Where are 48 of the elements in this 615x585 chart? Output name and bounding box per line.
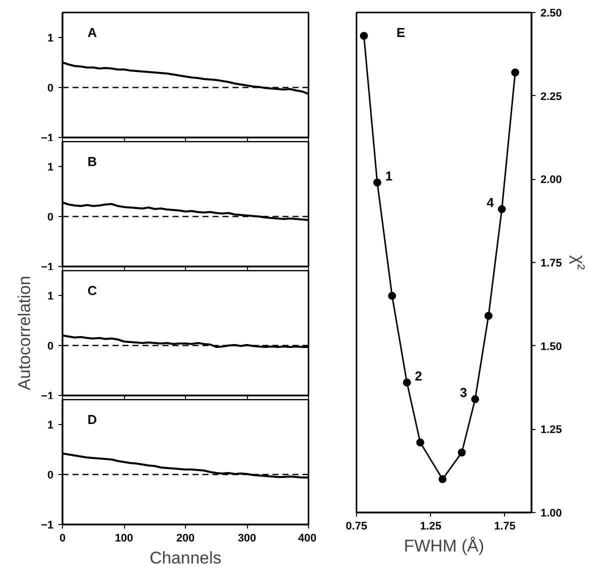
x-axis-title: Channels (150, 548, 222, 568)
point (388, 292, 396, 300)
point (360, 32, 368, 40)
y-tick-label: −1 (40, 520, 54, 532)
x-axis-title: FWHM (Å) (404, 536, 484, 556)
x-tick-label: 100 (114, 532, 134, 544)
annotation: B (88, 154, 97, 169)
annotation: D (88, 412, 97, 427)
annotation: 1 (385, 168, 392, 184)
y-tick-label: 0 (47, 340, 54, 352)
annotation: 3 (460, 385, 468, 400)
y-tick-label: 2.25 (540, 90, 562, 103)
annotation: A (88, 25, 98, 40)
point (471, 395, 480, 404)
y-tick-label: 1.50 (540, 340, 562, 353)
y-tick-label: 0 (47, 212, 54, 224)
y-tick-label: 1 (47, 162, 54, 174)
y-tick-label: 1.75 (540, 258, 562, 270)
annotation: E (396, 25, 406, 40)
x-tick-label: 0.75 (346, 520, 368, 532)
x-tick-label: 1.25 (420, 520, 442, 532)
x-tick-label: 0 (59, 532, 66, 544)
point (458, 448, 466, 456)
y-axis-title: Autocorrelation (14, 276, 34, 390)
point (511, 68, 520, 76)
x-tick-label: 400 (298, 532, 317, 544)
annotation: 2 (414, 368, 422, 384)
y-tick-label: 2.50 (540, 8, 562, 20)
y-axis-title: χ² (568, 255, 588, 270)
y-tick-label: 1 (47, 420, 54, 432)
point (498, 205, 506, 214)
annotation: C (88, 283, 98, 298)
point (484, 312, 492, 320)
point (402, 378, 411, 386)
x-tick-label: 1.75 (494, 520, 516, 532)
y-tick-label: 0 (47, 82, 54, 94)
point (438, 475, 447, 484)
y-tick-label: 2.00 (540, 174, 562, 186)
x-tick-label: 300 (238, 532, 256, 544)
point (373, 178, 382, 186)
y-tick-label: 1.00 (540, 508, 562, 520)
y-tick-label: 0 (47, 470, 54, 482)
annotation: 4 (486, 195, 495, 210)
point (416, 438, 424, 446)
x-tick-label: 200 (176, 532, 195, 544)
y-tick-label: 1 (47, 32, 54, 44)
y-tick-label: 1.25 (540, 424, 562, 436)
y-tick-label: 1 (47, 290, 54, 302)
